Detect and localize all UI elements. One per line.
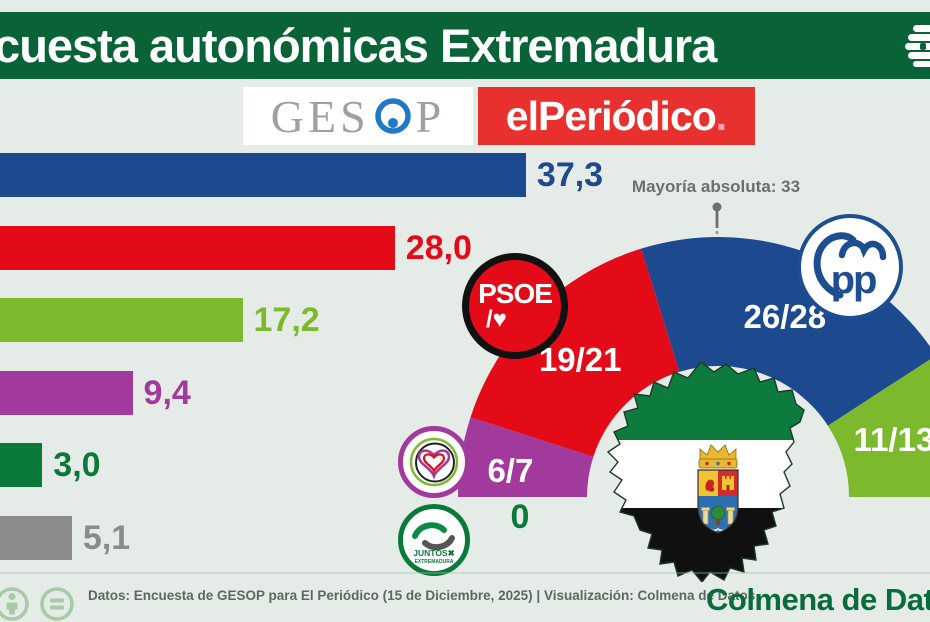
bar [0,153,526,197]
cc-equal-icon [40,587,74,621]
colmena-de-datos-brand: Colmena de Datos [706,582,930,617]
bar-row-otros: 5,1 [0,515,620,560]
map-outline [606,361,805,582]
bar-value-label: 5,1 [82,518,131,557]
unidas-heart-icon [409,437,459,487]
pp-logo: pp [797,214,903,320]
footer-band [0,572,930,622]
juntos-swoosh-icon: JUNTOS✖ EXTREMADURA [412,522,456,565]
coat-of-arms [697,444,739,534]
footer-credit-text: Datos: Encuesta de GESOP para El Periódi… [88,588,756,603]
elperiodico-dot: . [715,92,728,139]
bar-row-vox: 17,2 [0,298,620,342]
beehive-door [920,43,926,50]
juntos-zero-seats-label: 0 [510,498,530,536]
header-band [0,12,930,79]
psoe-logo-text: PSOE [478,278,553,309]
pp-gaviota-icon: pp [813,232,887,302]
majority-pin-icon [712,202,722,235]
gesop-text-right: P [415,90,446,142]
seat-label-unidas-por-extremadura: 6/7 [487,452,533,489]
elperiodico-logo: elPeriódico . [478,87,755,145]
bar [0,225,395,270]
seat-label-psoe: 19/21 [539,341,622,378]
psoe-logo-heart: /♥ [486,306,507,333]
bar [0,515,72,560]
svg-text:pp: pp [831,258,876,302]
seat-segment-vox [827,359,930,497]
bar-row-pp: 37,3 [0,153,620,197]
juntos-text-1: JUNTOS✖ [413,548,455,558]
seat-label-vox: 11/13 [854,421,930,458]
majority-annotation: Mayoría absoluta: 33 [631,177,801,196]
vote-share-bar-chart: 37,3 28,0 17,2 9,4 3,0 5,1 [0,153,620,563]
elperiodico-text: elPeriódico [505,92,717,139]
bar-row-juntos-x-extremadura: 3,0 [0,443,620,487]
bar [0,443,43,487]
bar-value-label: 28,0 [405,228,472,267]
bar-value-label: 37,3 [536,156,604,194]
bar-value-label: 3,0 [53,446,101,484]
unidas-por-extremadura-logo [398,426,470,498]
bar-row-unidas-por-extremadura: 9,4 [0,370,620,415]
beehive-icon [905,25,930,67]
bar-value-label: 9,4 [143,373,191,412]
juntos-x-extremadura-logo: JUNTOS✖ EXTREMADURA [398,504,470,576]
gesop-o-icon [374,98,411,134]
seat-segment-psoe [470,248,680,457]
seat-segment-unidas-por-extremadura [458,417,594,497]
bar-row-psoe: 28,0 [0,225,620,270]
extremadura-flag-map [606,361,805,582]
gesop-text-left: GES [270,90,370,142]
juntos-text-2: EXTREMADURA [415,559,454,565]
bar-value-label: 17,2 [253,301,320,339]
bar [0,370,133,415]
bar [0,298,243,342]
page-title: Encuesta autonómicas Extremadura [0,19,717,72]
psoe-logo: PSOE /♥ [462,253,568,359]
gesop-logo: GES P [243,87,473,145]
cc-attribution-person-icon [0,587,29,621]
